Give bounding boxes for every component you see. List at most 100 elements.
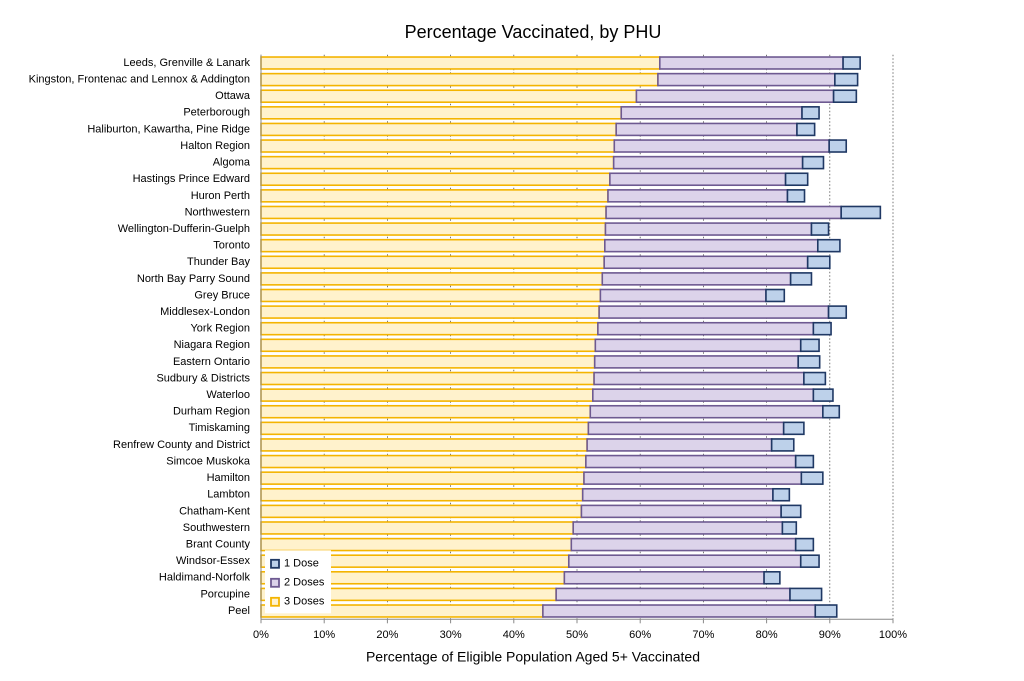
bar-segment — [542, 604, 817, 618]
bar-segment — [581, 487, 774, 502]
bar-segment — [572, 521, 784, 535]
bar-segment — [260, 106, 623, 120]
y-tick-label: Leeds, Grenville & Lanark — [123, 57, 250, 69]
bar-segment — [260, 172, 611, 187]
bar-segment — [794, 537, 815, 552]
bar-segment — [816, 238, 841, 253]
bar-segment — [780, 504, 802, 519]
legend-label: 3 Doses — [284, 596, 325, 608]
bar-segment — [260, 56, 661, 70]
bar-segment — [260, 355, 596, 369]
bar-segment — [770, 438, 795, 452]
bar-segment — [603, 255, 809, 270]
y-tick-label: Haliburton, Kawartha, Pine Ridge — [87, 123, 250, 135]
chart-title: Percentage Vaccinated, by PHU — [405, 22, 662, 42]
y-tick-label: Chatham-Kent — [179, 505, 250, 517]
y-tick-label: Grey Bruce — [194, 289, 250, 301]
bar-segment — [260, 487, 584, 502]
x-tick-label: 50% — [566, 629, 588, 641]
bar-segment — [260, 421, 590, 436]
bar-segment — [260, 205, 607, 220]
y-tick-label: Niagara Region — [174, 339, 250, 351]
bar-segment — [260, 521, 575, 535]
y-tick-label: Middlesex-London — [160, 306, 250, 318]
bar-segment — [782, 421, 805, 436]
y-tick-label: Hamilton — [207, 472, 250, 484]
bar-segment — [260, 321, 599, 336]
bar-segment — [260, 537, 573, 552]
y-tick-label: Hastings Prince Edward — [133, 173, 250, 185]
bar-segment — [555, 587, 791, 602]
bar-segment — [772, 487, 791, 502]
x-tick-label: 90% — [819, 629, 841, 641]
bar-segment — [260, 122, 617, 137]
y-tick-label: Eastern Ontario — [173, 356, 250, 368]
bar-segment — [591, 388, 815, 402]
bar-segment — [806, 255, 831, 270]
x-tick-label: 30% — [440, 629, 462, 641]
y-tick-label: Windsor-Essex — [176, 555, 250, 567]
y-tick-label: Thunder Bay — [187, 256, 250, 268]
x-tick-label: 100% — [879, 629, 907, 641]
y-tick-label: Brant County — [186, 538, 251, 550]
bar-segment — [563, 571, 765, 585]
bar-segment — [260, 139, 616, 153]
legend-label: 1 Dose — [284, 558, 319, 570]
bar-segment — [260, 438, 588, 452]
bar-segment — [810, 222, 830, 236]
bar-segment — [789, 272, 813, 286]
bar-segment — [593, 355, 799, 369]
y-tick-label: Halton Region — [180, 140, 250, 152]
bar-segment — [260, 288, 602, 303]
bar-segment — [260, 222, 607, 236]
bar-segment — [260, 238, 606, 253]
bar-segment — [260, 305, 600, 319]
bar-segment — [812, 388, 834, 402]
bar-segment — [801, 155, 825, 170]
y-tick-label: York Region — [190, 323, 250, 335]
y-tick-label: Southwestern — [183, 522, 250, 534]
bar-segment — [586, 438, 773, 452]
y-tick-label: Timiskaming — [189, 422, 250, 434]
legend-label: 2 Doses — [284, 577, 325, 589]
bar-segment — [796, 122, 816, 137]
y-tick-label: Lambton — [207, 489, 250, 501]
bar-segment — [840, 205, 882, 220]
bar-segment — [594, 338, 802, 353]
bar-segment — [260, 72, 659, 87]
bar-segment — [260, 89, 638, 103]
bar-segment — [260, 272, 604, 286]
bar-segment — [834, 72, 859, 87]
bar-segment — [786, 189, 806, 203]
bar-segment — [583, 471, 803, 485]
bar-segment — [842, 56, 861, 70]
bar-segment — [609, 172, 787, 187]
bar-segment — [799, 554, 820, 568]
bar-segment — [784, 172, 809, 187]
x-tick-label: 60% — [629, 629, 651, 641]
bar-segment — [589, 404, 824, 419]
y-tick-label: Peel — [228, 605, 250, 617]
bar-segment — [828, 139, 848, 153]
bar-segment — [567, 554, 802, 568]
bar-segment — [822, 404, 841, 419]
bar-segment — [797, 355, 821, 369]
bar-segment — [598, 305, 830, 319]
x-tick-label: 70% — [692, 629, 714, 641]
bar-segment — [260, 404, 592, 419]
bar-segment — [615, 122, 798, 137]
bar-segment — [814, 604, 838, 618]
bar-segment — [599, 288, 767, 303]
bar-segment — [812, 321, 832, 336]
bar-segment — [658, 56, 844, 70]
bar-segment — [260, 371, 595, 386]
bar-segment — [260, 388, 594, 402]
bar-segment — [601, 272, 792, 286]
bar-segment — [765, 288, 786, 303]
bar-segment — [260, 504, 583, 519]
y-tick-label: Wellington-Dufferin-Guelph — [118, 223, 250, 235]
bar-segment — [597, 321, 815, 336]
x-axis-title: Percentage of Eligible Population Aged 5… — [366, 649, 700, 665]
bar-segment — [803, 371, 827, 386]
x-tick-label: 80% — [756, 629, 778, 641]
